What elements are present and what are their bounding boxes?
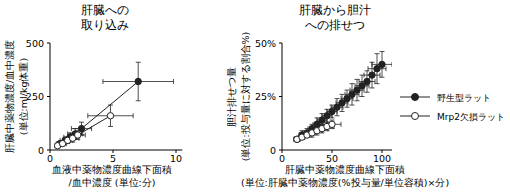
y-error-bar xyxy=(108,105,113,126)
data-point xyxy=(107,113,113,119)
chart: 肝臓への取り込み肝臓中薬物濃度/血中濃度(単位:ml/kg体重)血液中薬物濃度曲… xyxy=(4,3,182,188)
legend-label: Mrp2欠損ラット xyxy=(437,112,505,122)
y-tick xyxy=(47,43,50,44)
y-axis-label: 胆汁排せつ量 xyxy=(226,67,237,127)
x-error-bar xyxy=(88,113,133,118)
x-axis-label: 肝臓中薬物濃度曲線下面積 xyxy=(285,164,405,175)
x-axis xyxy=(282,150,392,151)
y-error-bar xyxy=(380,52,385,78)
y-axis-label: (単位:投与量に対する割合%) xyxy=(240,32,251,162)
x-tick-label: 0 xyxy=(279,153,285,164)
y-tick xyxy=(47,96,50,97)
x-axis-label: (単位:肝臓中薬物濃度(%投与量/単位容積)×分) xyxy=(241,177,449,188)
title: 取り込み xyxy=(81,18,129,32)
y-error-bar xyxy=(360,75,365,96)
data-point xyxy=(379,61,385,67)
y-axis-label: 肝臓中薬物濃度/血中濃度 xyxy=(4,40,15,153)
y-tick-label: 50% xyxy=(255,38,276,49)
y-error-bar xyxy=(136,62,141,101)
x-tick-label: 5 xyxy=(110,153,116,164)
title: 肝臓への xyxy=(81,3,129,17)
y-tick-label: 0 xyxy=(38,145,44,156)
x-axis-label: /血中濃度 (単位:分) xyxy=(69,177,156,188)
title: への排せつ xyxy=(305,18,365,32)
legend-marker xyxy=(412,94,419,101)
series-line xyxy=(60,82,138,144)
plot-area xyxy=(54,62,173,149)
y-tick-label: 0 xyxy=(270,145,276,156)
data-point xyxy=(75,132,81,138)
data-point xyxy=(329,121,335,127)
y-error-bar xyxy=(75,131,80,140)
y-tick xyxy=(279,43,282,44)
y-tick xyxy=(279,150,282,151)
chart: 肝臓から胆汁への排せつ胆汁排せつ量(単位:投与量に対する割合%) 肝臓中薬物濃度曲… xyxy=(226,3,505,188)
plot-area xyxy=(294,52,392,143)
title: 肝臓から胆汁 xyxy=(299,3,371,17)
x-axis-label: 血液中薬物濃度曲線下面積 xyxy=(52,164,172,175)
x-tick-label: 100 xyxy=(373,153,391,164)
y-tick-label: 25% xyxy=(255,91,276,102)
data-point xyxy=(135,78,141,84)
series-line xyxy=(58,116,111,146)
y-tick xyxy=(47,150,50,151)
x-tick-label: 50 xyxy=(326,153,338,164)
series-line xyxy=(297,64,382,139)
y-tick-label: 500 xyxy=(26,38,44,49)
x-error-bar xyxy=(103,79,174,84)
legend: 野生型ラット Mrp2欠損ラット xyxy=(400,93,505,122)
x-tick-label: 10 xyxy=(170,153,182,164)
data-point xyxy=(364,78,370,84)
data-point xyxy=(369,72,375,78)
y-tick xyxy=(279,96,282,97)
y-tick-label: 250 xyxy=(26,91,44,102)
x-axis xyxy=(50,150,182,151)
figure: 肝臓への取り込み肝臓中薬物濃度/血中濃度(単位:ml/kg体重)血液中薬物濃度曲… xyxy=(0,0,510,192)
y-error-bar xyxy=(330,120,335,129)
x-tick-label: 0 xyxy=(47,153,53,164)
legend-marker xyxy=(412,113,419,120)
y-error-bar xyxy=(375,54,380,84)
y-error-bar xyxy=(350,84,355,105)
legend-label: 野生型ラット xyxy=(437,93,491,103)
x-error-bar xyxy=(364,73,380,78)
